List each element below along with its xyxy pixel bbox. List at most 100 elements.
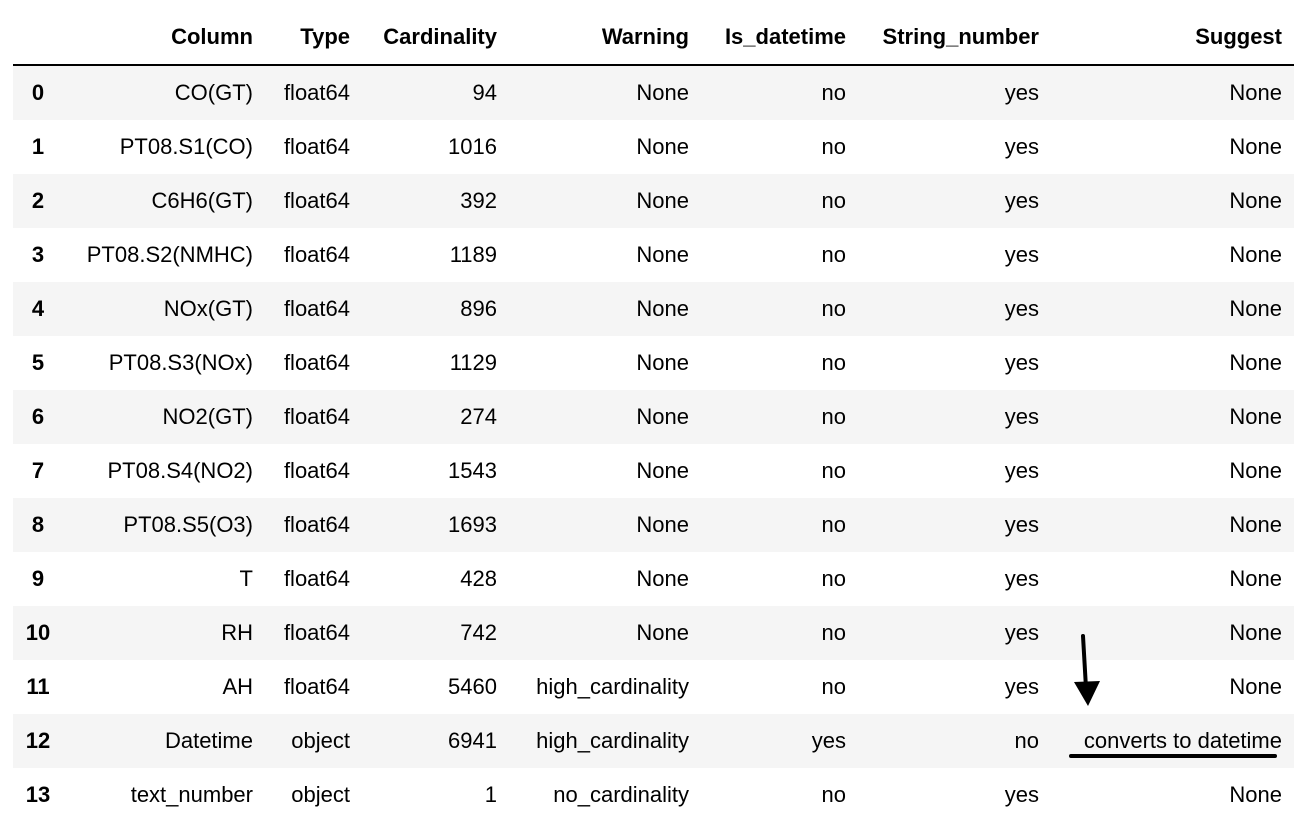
header-index	[13, 10, 63, 66]
cell-type: float64	[283, 134, 350, 159]
cell-is-datetime: no	[821, 80, 846, 105]
cell-is-datetime: no	[821, 566, 846, 591]
cell-suggest: None	[1229, 296, 1282, 321]
cell-suggest: None	[1229, 620, 1282, 645]
table-row: 12 Datetime object 6941 high_cardinality yes n…	[13, 714, 1294, 768]
header-string-number: String_number	[858, 10, 1051, 66]
cell-suggest: None	[1229, 458, 1282, 483]
cell-is-datetime: yes	[811, 728, 846, 753]
table-row: 13 text_number object 1 no_cardinality no yes N…	[13, 768, 1294, 822]
cell-string-number: yes	[1004, 296, 1039, 321]
header-row: Column Type Cardinality Warning Is_datet…	[13, 10, 1294, 66]
cell-type: float64	[283, 242, 350, 267]
cell-type: object	[291, 782, 350, 807]
cell-cardinality: 5460	[448, 674, 497, 699]
cell-cardinality: 896	[460, 296, 497, 321]
cell-suggest: converts to datetime	[1083, 728, 1282, 753]
cell-type: float64	[283, 458, 350, 483]
cell-string-number: yes	[1004, 188, 1039, 213]
cell-type: float64	[283, 674, 350, 699]
cell-type: float64	[283, 350, 350, 375]
cell-cardinality: 1693	[448, 512, 497, 537]
cell-string-number: yes	[1004, 80, 1039, 105]
cell-string-number: yes	[1004, 350, 1039, 375]
cell-cardinality: 1	[484, 782, 497, 807]
table-row: 3 PT08.S2(NMHC) float64 1189 None no yes None	[13, 228, 1294, 282]
cell-type: float64	[283, 512, 350, 537]
cell-cardinality: 1543	[448, 458, 497, 483]
cell-is-datetime: no	[821, 134, 846, 159]
header-type: Type	[265, 10, 362, 66]
cell-suggest: None	[1229, 404, 1282, 429]
cell-column: AH	[222, 674, 253, 699]
cell-column: PT08.S5(O3)	[123, 512, 253, 537]
cell-type: float64	[283, 620, 350, 645]
cell-column: T	[239, 566, 253, 591]
cell-string-number: yes	[1004, 782, 1039, 807]
cell-cardinality: 6941	[448, 728, 497, 753]
cell-suggest: None	[1229, 134, 1282, 159]
row-index: 11	[26, 674, 50, 699]
cell-is-datetime: no	[821, 620, 846, 645]
cell-is-datetime: no	[821, 296, 846, 321]
cell-suggest: None	[1229, 512, 1282, 537]
header-cardinality: Cardinality	[362, 10, 509, 66]
table-header: Column Type Cardinality Warning Is_datet…	[13, 10, 1294, 66]
cell-warning: None	[636, 566, 689, 591]
cell-suggest: None	[1229, 350, 1282, 375]
cell-is-datetime: no	[821, 674, 846, 699]
cell-suggest: None	[1229, 674, 1282, 699]
cell-warning: high_cardinality	[536, 728, 689, 753]
table-row: 11 AH float64 5460 high_cardinality no yes None	[13, 660, 1294, 714]
cell-warning: None	[636, 80, 689, 105]
summary-table: Column Type Cardinality Warning Is_datet…	[13, 10, 1294, 822]
cell-is-datetime: no	[821, 512, 846, 537]
cell-is-datetime: no	[821, 350, 846, 375]
row-index: 0	[31, 80, 45, 105]
cell-cardinality: 1129	[449, 350, 497, 375]
table-row: 1 PT08.S1(CO) float64 1016 None no yes None	[13, 120, 1294, 174]
cell-string-number: no	[1014, 728, 1039, 753]
cell-column: Datetime	[164, 728, 253, 753]
cell-column: PT08.S2(NMHC)	[86, 242, 253, 267]
cell-warning: None	[636, 242, 689, 267]
cell-type: float64	[283, 566, 350, 591]
cell-string-number: yes	[1004, 242, 1039, 267]
cell-cardinality: 428	[460, 566, 497, 591]
cell-warning: None	[636, 296, 689, 321]
row-index: 3	[31, 242, 45, 267]
cell-string-number: yes	[1004, 566, 1039, 591]
cell-suggest: None	[1229, 566, 1282, 591]
cell-warning: None	[636, 134, 689, 159]
row-index: 10	[25, 620, 51, 645]
cell-cardinality: 1016	[448, 134, 497, 159]
cell-column: CO(GT)	[174, 80, 253, 105]
cell-type: float64	[283, 296, 350, 321]
cell-is-datetime: no	[821, 404, 846, 429]
row-index: 12	[25, 728, 51, 753]
row-index: 2	[31, 188, 45, 213]
cell-suggest: None	[1229, 782, 1282, 807]
cell-warning: no_cardinality	[553, 782, 689, 807]
cell-column: PT08.S4(NO2)	[107, 458, 254, 483]
cell-type: float64	[283, 80, 350, 105]
cell-suggest: None	[1229, 242, 1282, 267]
row-index: 4	[31, 296, 45, 321]
header-suggest: Suggest	[1051, 10, 1294, 66]
cell-cardinality: 94	[472, 80, 497, 105]
cell-cardinality: 392	[460, 188, 497, 213]
row-index: 13	[25, 782, 51, 807]
cell-cardinality: 274	[460, 404, 497, 429]
cell-warning: None	[636, 404, 689, 429]
cell-warning: high_cardinality	[536, 674, 689, 699]
row-index: 9	[31, 566, 45, 591]
table-row: 0 CO(GT) float64 94 None no yes None	[13, 65, 1294, 120]
table-row: 7 PT08.S4(NO2) float64 1543 None no yes None	[13, 444, 1294, 498]
cell-warning: None	[636, 458, 689, 483]
row-index: 1	[31, 134, 45, 159]
cell-type: float64	[283, 188, 350, 213]
row-index: 6	[31, 404, 45, 429]
table-row: 8 PT08.S5(O3) float64 1693 None no yes None	[13, 498, 1294, 552]
cell-column: PT08.S1(CO)	[119, 134, 253, 159]
